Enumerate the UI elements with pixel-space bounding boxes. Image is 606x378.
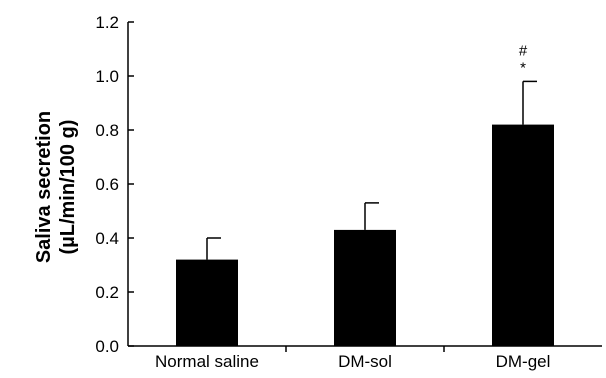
x-labels-group: Normal saline DM-sol DM-gel [155,352,550,371]
y-axis-title-line-1: Saliva secretion [33,111,55,263]
y-axis-title-line-2: (µL/min/100 g) [57,120,79,255]
x-tick-label: DM-sol [338,352,392,371]
bar [334,229,396,346]
y-tick-label: 1.0 [95,67,119,86]
x-tick-label: DM-gel [496,352,551,371]
bar [492,124,554,346]
bar [176,259,238,346]
significance-marker: # [519,42,528,59]
bars-group [176,124,554,346]
y-axis-title: Saliva secretion (µL/min/100 g) [33,111,79,263]
y-tick-label: 0.6 [95,175,119,194]
y-tick-label: 0.0 [95,337,119,356]
y-tick-label: 1.2 [95,13,119,32]
y-ticks-group: 0.0 0.2 0.4 0.6 0.8 1.0 1.2 [95,13,134,356]
significance-marker: * [520,59,526,76]
x-tick-label: Normal saline [155,352,259,371]
y-tick-label: 0.2 [95,283,119,302]
y-tick-label: 0.4 [95,229,119,248]
y-tick-label: 0.8 [95,121,119,140]
annotations-group: #* [519,42,528,76]
error-bars-group [206,80,537,260]
